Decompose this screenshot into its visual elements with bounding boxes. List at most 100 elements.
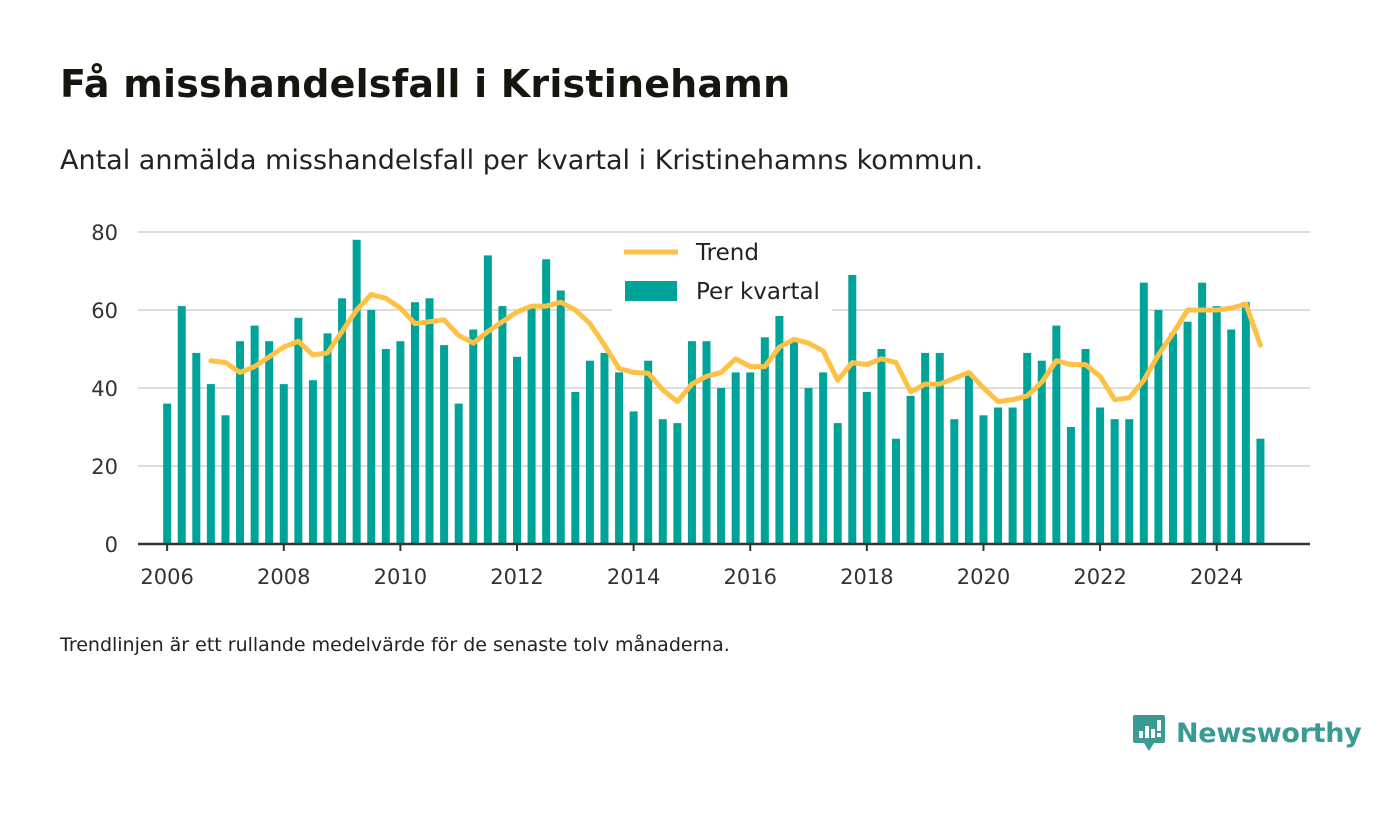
bar (1037, 360, 1046, 544)
bar (294, 317, 303, 544)
x-tick-label: 2012 (490, 565, 543, 589)
bar (177, 306, 186, 544)
legend-label-trend: Trend (695, 240, 759, 266)
bar (192, 352, 201, 544)
trend-series (208, 291, 1263, 405)
bar (396, 341, 405, 544)
bar (556, 290, 565, 544)
bar (950, 419, 959, 544)
bar (1125, 419, 1134, 544)
x-tick-label: 2010 (374, 565, 427, 589)
y-tick-label: 80 (91, 221, 118, 245)
bar (469, 329, 478, 544)
x-tick-label: 2024 (1190, 565, 1243, 589)
bar (921, 352, 930, 544)
legend-background (612, 236, 832, 316)
bar (1154, 310, 1163, 544)
bar (760, 337, 769, 544)
x-tick-label: 2006 (140, 565, 193, 589)
bar (1066, 427, 1075, 544)
bar (819, 372, 828, 544)
bar (906, 395, 915, 544)
bar (1227, 329, 1236, 544)
bar (1139, 282, 1148, 544)
bar (1256, 438, 1265, 544)
x-tick-label: 2022 (1073, 565, 1126, 589)
bar (1183, 321, 1192, 544)
bar (1008, 407, 1017, 544)
bar (600, 352, 609, 544)
bar (338, 298, 347, 544)
bar (367, 310, 376, 544)
bar (673, 423, 682, 544)
bar (935, 352, 944, 544)
bar (279, 384, 288, 544)
bar (1241, 302, 1250, 544)
bar (1110, 419, 1119, 544)
trend-line (208, 291, 1263, 405)
y-tick-label: 60 (91, 299, 118, 323)
bar (979, 415, 988, 544)
bar (687, 341, 696, 544)
bar (425, 298, 434, 544)
bar (629, 411, 638, 544)
brand-logo: Newsworthy (1132, 712, 1362, 754)
bar (250, 325, 259, 544)
bar (1096, 407, 1105, 544)
bar (236, 341, 245, 544)
bar (308, 380, 317, 544)
bar (1023, 352, 1032, 544)
bar (221, 415, 230, 544)
legend-label-bars: Per kvartal (696, 279, 820, 305)
bar (1198, 282, 1207, 544)
bar (731, 372, 740, 544)
bar (775, 310, 784, 544)
bar (571, 391, 580, 544)
bar (381, 349, 390, 544)
bar (323, 333, 332, 544)
newsworthy-logo-icon (1133, 715, 1165, 751)
bar (454, 403, 463, 544)
x-tick-label: 2016 (724, 565, 777, 589)
x-tick-label: 2018 (840, 565, 893, 589)
bar (542, 259, 551, 544)
y-tick-label: 20 (91, 455, 118, 479)
x-tick-label: 2008 (257, 565, 310, 589)
bar (644, 360, 653, 544)
bar (1168, 333, 1177, 544)
legend: Trend Per kvartal (612, 236, 832, 316)
bar (513, 356, 522, 544)
x-tick-label: 2020 (957, 565, 1010, 589)
bar (498, 306, 507, 544)
chart-subtitle: Antal anmälda misshandelsfall per kvarta… (60, 145, 984, 176)
bar (265, 341, 274, 544)
bar (1081, 349, 1090, 544)
bar (527, 306, 536, 544)
bar (585, 360, 594, 544)
bar (1052, 325, 1061, 544)
bar (615, 372, 624, 544)
footnote: Trendlinjen är ett rullande medelvärde f… (60, 634, 730, 656)
bar (717, 388, 726, 544)
bar (702, 341, 711, 544)
bar (877, 349, 886, 544)
bar (964, 372, 973, 544)
bar (804, 388, 813, 544)
bar (206, 384, 215, 544)
bar (862, 391, 871, 544)
bar (892, 438, 901, 544)
bar (483, 255, 492, 544)
brand-name: Newsworthy (1176, 717, 1362, 749)
bar (163, 403, 172, 544)
x-tick-label: 2014 (607, 565, 660, 589)
y-tick-label: 0 (105, 533, 118, 557)
bar (833, 423, 842, 544)
bar (658, 419, 667, 544)
bar (1212, 306, 1221, 544)
bar-series (163, 239, 1265, 545)
y-tick-label: 40 (91, 377, 118, 401)
bar (746, 372, 755, 544)
bar (440, 345, 449, 544)
bar (789, 341, 798, 544)
